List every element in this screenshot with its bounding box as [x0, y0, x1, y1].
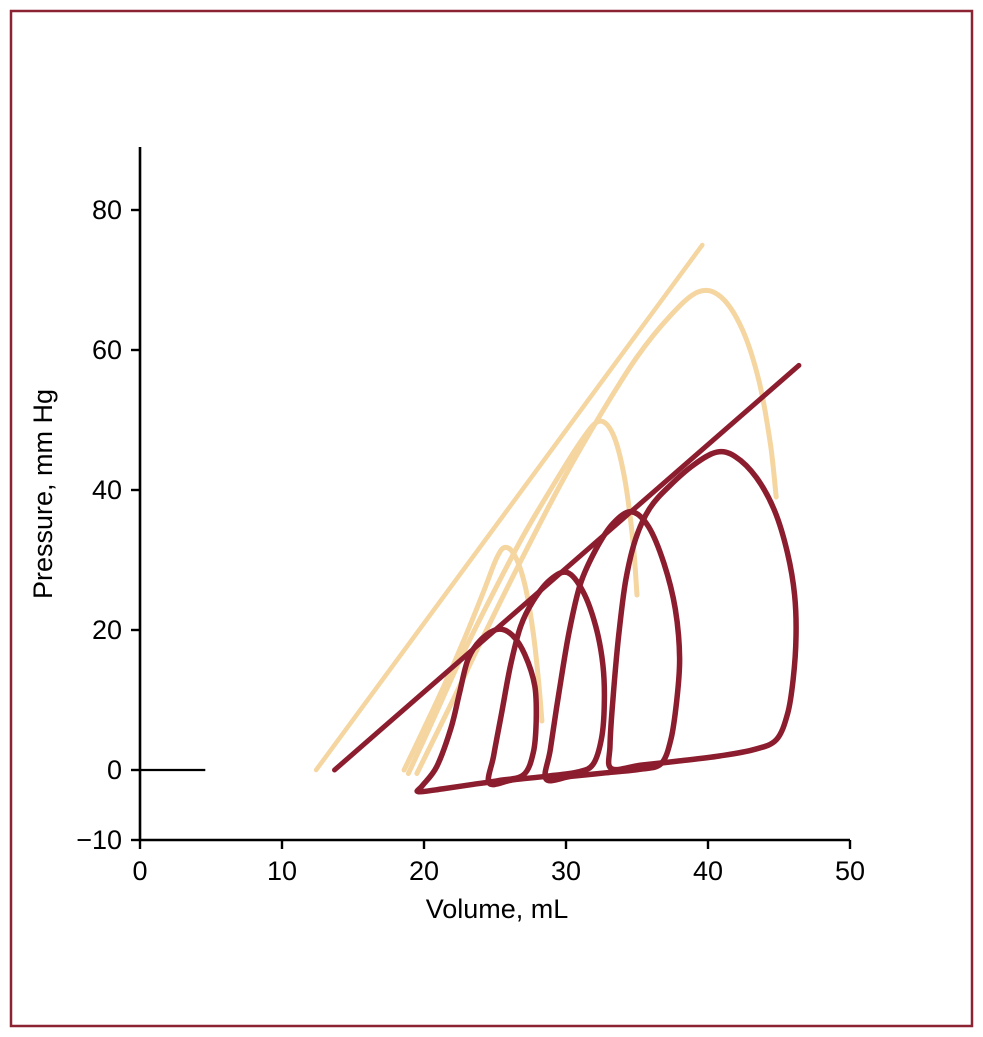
x-tick-label: 20 [409, 856, 439, 886]
x-tick-label: 40 [693, 856, 723, 886]
light-beat-small [401, 544, 545, 773]
dark-loop-4 [605, 448, 799, 773]
x-tick-label: 0 [132, 856, 147, 886]
chart-series [313, 242, 802, 795]
x-tick-label: 10 [267, 856, 297, 886]
x-tick-label: 30 [551, 856, 581, 886]
y-tick-label: 0 [107, 755, 122, 785]
y-tick-label: 40 [92, 475, 122, 505]
dark-loop-2 [485, 569, 608, 788]
axes: 0 10 20 30 40 50 −10 0 20 40 60 80 [76, 147, 865, 886]
y-axis-title: Pressure, mm Hg [28, 389, 58, 599]
y-tick-label: 60 [92, 335, 122, 365]
dark-espvr-line [332, 362, 802, 773]
x-tick-label: 50 [835, 856, 865, 886]
figure-border [9, 9, 974, 1028]
dark-loop-3 [542, 508, 683, 784]
dark-loop-1 [414, 626, 540, 795]
light-espvr-line [313, 242, 705, 773]
x-axis-title: Volume, mL [426, 894, 569, 924]
y-tick-label: 80 [92, 195, 122, 225]
y-tick-label: 20 [92, 615, 122, 645]
y-tick-label: −10 [76, 825, 122, 855]
light-beat-large [414, 287, 779, 776]
